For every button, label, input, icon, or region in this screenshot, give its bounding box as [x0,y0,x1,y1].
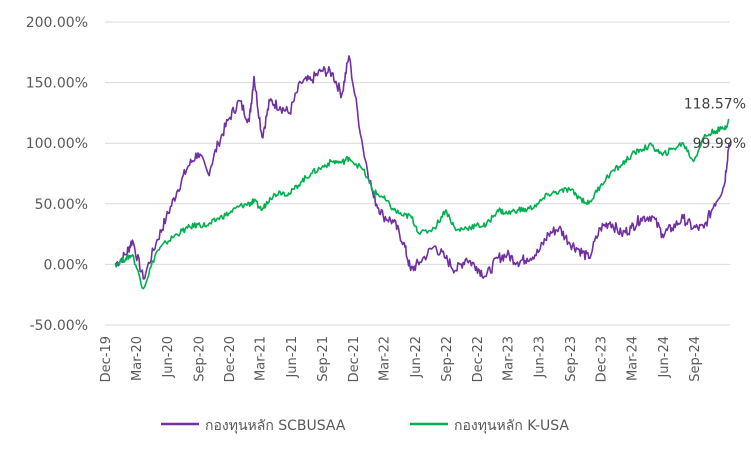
y-tick-label: 100.00% [26,136,88,152]
x-tick-label: Dec-21 [347,336,362,382]
x-tick-label: Sep-21 [316,336,331,382]
x-tick-label: Jun-22 [409,336,424,379]
x-axis-tick-labels: Dec-19 Mar-20 Jun-20 Sep-20 Dec-20 Mar-21 Jun-… [99,336,703,382]
x-tick-label: Dec-23 [595,336,610,382]
y-tick-label: -50.00% [30,318,88,334]
x-tick-label: Sep-22 [440,336,455,382]
x-tick-label: Dec-20 [223,336,238,382]
y-tick-label: 50.00% [35,197,88,213]
series-line-scbusaa [114,55,730,280]
y-tick-label: 0.00% [44,257,88,273]
end-label-scbusaa: 99.99% [693,136,746,152]
x-tick-label: Sep-23 [564,336,579,382]
x-tick-label: Jun-23 [533,336,548,379]
x-tick-label: Mar-23 [501,336,516,381]
legend-label-scbusaa: กองทุนหลัก SCBUSAA [205,418,346,434]
y-tick-label: 200.00% [26,15,88,31]
x-tick-label: Mar-20 [130,336,145,381]
x-tick-label: Mar-22 [378,336,393,381]
legend-label-kusa: กองทุนหลัก K-USA [454,418,569,434]
x-tick-label: Sep-20 [192,336,207,382]
y-axis-tick-labels: -50.00% 0.00% 50.00% 100.00% 150.00% 200.00% [26,15,88,334]
series-lines [114,55,730,290]
legend: กองทุนหลัก SCBUSAA กองทุนหลัก K-USA [161,418,569,434]
x-tick-label: Mar-24 [626,336,641,381]
x-tick-label: Dec-19 [99,336,114,382]
y-tick-label: 150.00% [26,76,88,92]
series-line-kusa [114,118,730,290]
gridlines [105,21,730,326]
end-value-labels: 118.57% 99.99% [684,97,746,153]
x-tick-label: Sep-24 [688,336,703,382]
x-tick-label: Mar-21 [254,336,269,381]
x-tick-label: Dec-22 [471,336,486,382]
x-tick-label: Jun-24 [657,336,672,379]
x-tick-label: Jun-20 [161,336,176,379]
end-label-kusa: 118.57% [684,97,746,113]
x-tick-label: Jun-21 [285,336,300,379]
